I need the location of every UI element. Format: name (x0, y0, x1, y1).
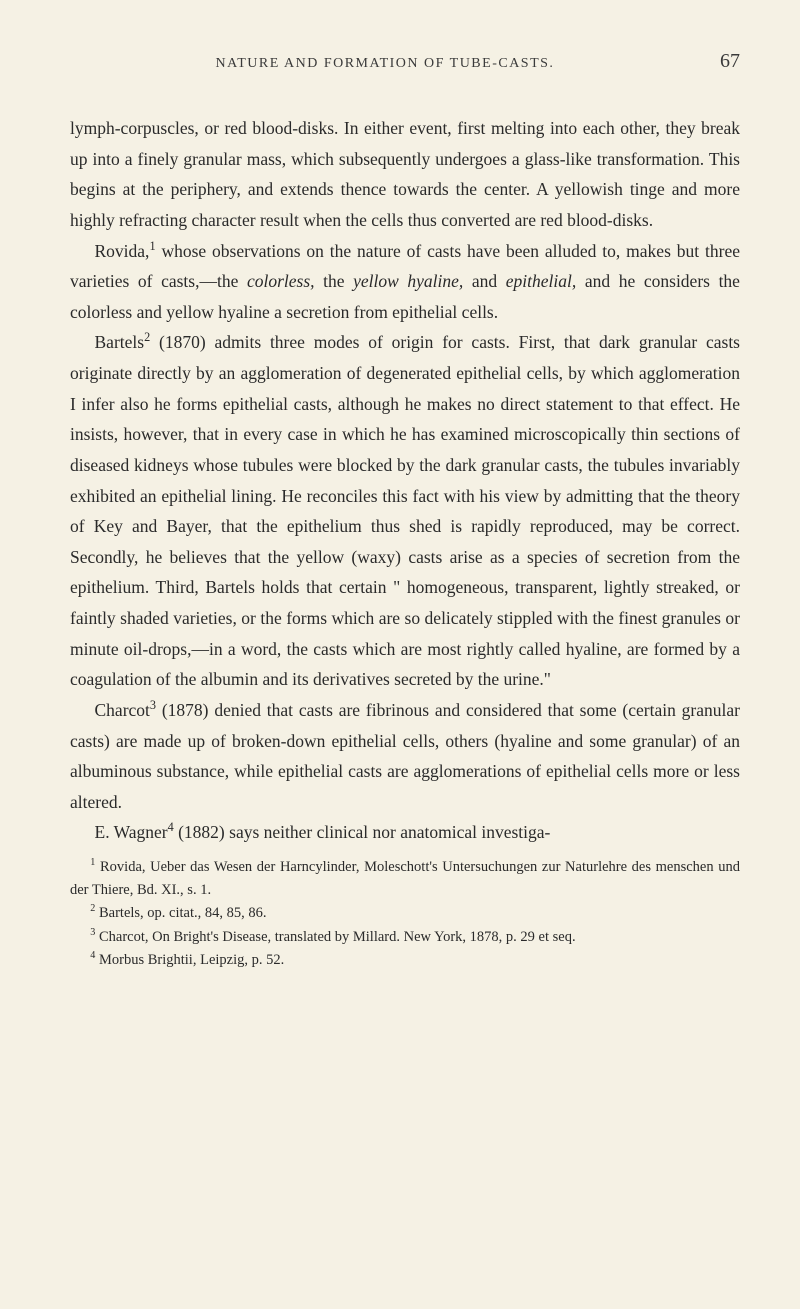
running-head: NATURE AND FORMATION OF TUBE-CASTS. (70, 56, 700, 72)
paragraph-1-text: lymph-corpuscles, or red blood-disks. In… (70, 118, 740, 230)
p3-pre: Bartels (95, 332, 145, 352)
p2-post3: and (463, 271, 505, 291)
f1-text: Rovida, Ueber das Wesen der Harncylinder… (70, 859, 740, 898)
page-header: NATURE AND FORMATION OF TUBE-CASTS. 67 (70, 50, 740, 73)
p2-i3: epithelial, (506, 271, 576, 291)
f3-text: Charcot, On Bright's Disease, translated… (95, 929, 575, 945)
footnotes: 1 Rovida, Ueber das Wesen der Harncylind… (70, 856, 740, 972)
body-text: lymph-corpuscles, or red blood-disks. In… (70, 113, 740, 848)
p4-pre: Charcot (95, 700, 150, 720)
footnote-2: 2 Bartels, op. citat., 84, 85, 86. (70, 902, 740, 925)
paragraph-2: Rovida,1 whose observations on the natur… (70, 236, 740, 328)
f4-text: Morbus Brightii, Leipzig, p. 52. (95, 952, 284, 968)
paragraph-5: E. Wagner4 (1882) says neither clinical … (70, 817, 740, 848)
p2-pre: Rovida, (95, 241, 150, 261)
footnote-1: 1 Rovida, Ueber das Wesen der Harncylind… (70, 856, 740, 902)
f2-text: Bartels, op. citat., 84, 85, 86. (95, 905, 266, 921)
paragraph-1: lymph-corpuscles, or red blood-disks. In… (70, 113, 740, 236)
footnote-3: 3 Charcot, On Bright's Disease, translat… (70, 926, 740, 949)
p3-post: (1870) admits three modes of origin for … (70, 332, 740, 689)
p4-post: (1878) denied that casts are fibrinous a… (70, 700, 740, 812)
page-number: 67 (720, 50, 740, 73)
p5-post: (1882) says neither clinical nor anatomi… (174, 822, 551, 842)
p2-i2: yellow hyaline, (353, 271, 463, 291)
paragraph-4: Charcot3 (1878) denied that casts are fi… (70, 695, 740, 818)
p2-post2: the (315, 271, 354, 291)
paragraph-3: Bartels2 (1870) admits three modes of or… (70, 327, 740, 695)
page-container: NATURE AND FORMATION OF TUBE-CASTS. 67 l… (0, 0, 800, 1309)
footnote-4: 4 Morbus Brightii, Leipzig, p. 52. (70, 949, 740, 972)
p2-i1: colorless, (247, 271, 315, 291)
p5-pre: E. Wagner (95, 822, 168, 842)
